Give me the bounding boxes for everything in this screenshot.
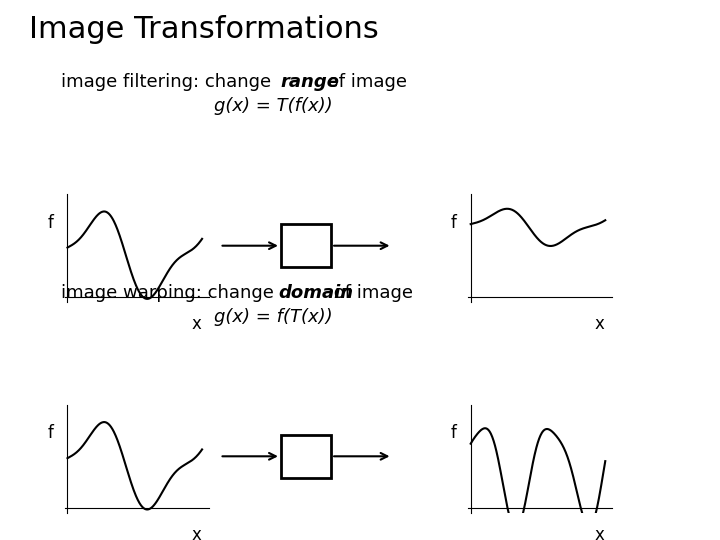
Text: f: f xyxy=(48,424,53,442)
Text: g(x) = T(f(x)): g(x) = T(f(x)) xyxy=(215,97,333,115)
Text: range: range xyxy=(281,73,340,91)
Text: image warping: change: image warping: change xyxy=(61,284,280,301)
Text: f: f xyxy=(451,424,456,442)
Text: x: x xyxy=(595,526,605,540)
Text: g(x) = f(T(x)): g(x) = f(T(x)) xyxy=(215,308,333,326)
Text: f: f xyxy=(48,214,53,232)
Text: f: f xyxy=(451,214,456,232)
Text: of image: of image xyxy=(328,284,413,301)
Text: x: x xyxy=(192,315,202,333)
Text: of image: of image xyxy=(322,73,407,91)
Text: T: T xyxy=(300,447,312,465)
Text: T: T xyxy=(300,237,312,255)
Text: x: x xyxy=(595,315,605,333)
Text: domain: domain xyxy=(279,284,354,301)
Text: Image Transformations: Image Transformations xyxy=(29,15,379,44)
Text: x: x xyxy=(192,526,202,540)
Text: image filtering: change: image filtering: change xyxy=(61,73,277,91)
